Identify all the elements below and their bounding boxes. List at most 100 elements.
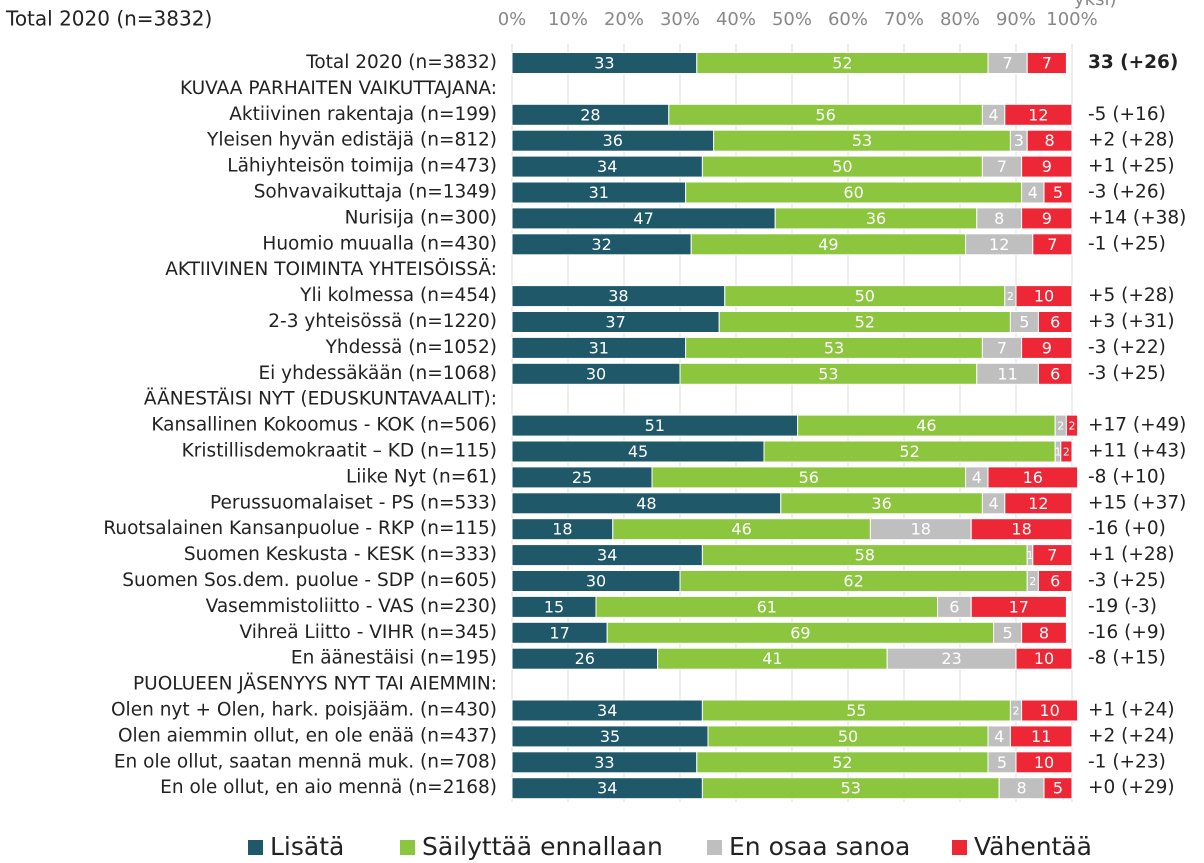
value-label: 3 [1014,131,1024,150]
value-label: 9 [1042,209,1052,228]
value-label: 37 [605,313,625,332]
bar-segment [1032,544,1073,567]
value-label: 17 [1009,597,1029,616]
value-label: 30 [586,572,606,591]
x-tick-label: 100% [1046,9,1097,30]
value-label: 5 [1019,313,1029,332]
value-label: 50 [832,157,852,176]
bar-segment [1037,362,1073,385]
value-label: 4 [989,494,999,513]
category-label: PUOLUEEN JÄSENYYS NYT TAI AIEMMIN: [133,674,497,695]
value-label: 15 [544,597,564,616]
value-label: 16 [1023,468,1043,487]
category-label: ÄÄNESTÄISI NYT (EDUSKUNTAVAALIT): [144,389,497,410]
category-label: Total 2020 (n=3832) [305,52,497,73]
value-label: 69 [790,623,810,642]
value-label: 10 [1034,753,1054,772]
bar-segment [970,595,1067,618]
x-tick-label: 60% [828,9,868,30]
value-label: 2 [1013,705,1020,718]
net-label: 33 (+26) [1088,52,1178,73]
legend-swatch [248,840,263,855]
value-label: 50 [838,727,858,746]
category-label: En ole ollut, saatan mennä muk. (n=708) [114,751,497,772]
value-label: 26 [575,649,595,668]
value-label: 61 [757,597,777,616]
value-label: 11 [1031,727,1051,746]
value-label: 53 [818,364,838,383]
chart-title: Total 2020 (n=3832) [5,7,212,31]
category-label: 2-3 yhteisössä (n=1220) [268,311,497,332]
value-label: 49 [818,235,838,254]
value-label: 35 [600,727,620,746]
category-label: En ole ollut, en aio mennä (n=2168) [160,777,497,798]
category-label: Liike Nyt (n=61) [346,466,497,487]
category-label: Huomio muualla (n=430) [262,233,497,254]
x-tick-label: 50% [772,9,812,30]
category-label: Vihreä Liitto - VIHR (n=345) [240,622,498,643]
value-label: 18 [1011,520,1031,539]
value-label: 32 [591,235,611,254]
value-label: 46 [916,416,936,435]
x-tick-label: 40% [716,9,756,30]
legend-label: Säilyttää ennallaan [422,832,663,861]
value-label: 50 [855,287,875,306]
net-label: +5 (+28) [1088,285,1175,306]
bar-segment [1021,621,1067,644]
value-label: 34 [597,779,617,798]
net-label: -3 (+25) [1088,363,1166,384]
category-label: Ruotsalainen Kansanpuolue - RKP (n=115) [103,518,497,539]
value-label: 9 [1042,338,1052,357]
net-label: -16 (+9) [1088,622,1166,643]
category-label: Kansallinen Kokoomus - KOK (n=506) [151,415,497,436]
net-label: +2 (+24) [1088,725,1175,746]
net-label: +2 (+28) [1088,130,1175,151]
value-label: 4 [989,105,999,124]
value-label: 1 [1055,446,1062,459]
value-label: 60 [843,183,863,202]
net-label: -19 (-3) [1088,596,1157,617]
bar-segment [1032,233,1073,256]
legend-label: Vähentää [974,832,1092,861]
net-label: -1 (+25) [1088,233,1166,254]
net-label: -16 (+0) [1088,518,1166,539]
legend-swatch [952,840,967,855]
value-label: 6 [1050,313,1060,332]
value-label: 5 [1053,779,1063,798]
value-label: 1 [1027,549,1034,562]
net-label: +1 (+28) [1088,544,1175,565]
category-label: Kristillisdemokraatit – KD (n=115) [182,441,497,462]
bar-segment [1021,207,1073,230]
net-label: -1 (+23) [1088,751,1166,772]
value-label: 18 [911,520,931,539]
value-label: 17 [549,623,569,642]
bar-segment [1021,699,1079,722]
value-label: 10 [1034,649,1054,668]
category-label: KUVAA PARHAITEN VAIKUTTAJANA: [180,78,497,99]
value-label: 30 [586,364,606,383]
category-label: Aktiivinen rakentaja (n=199) [229,104,497,125]
value-label: 4 [994,727,1004,746]
value-label: 52 [832,54,852,73]
category-label: Suomen Sos.dem. puolue - SDP (n=605) [122,570,497,591]
net-label: -5 (+16) [1088,104,1166,125]
value-label: 2 [1057,420,1064,433]
value-label: 2 [1069,420,1076,433]
x-tick-label: 20% [604,9,644,30]
x-tick-label: 0% [498,9,527,30]
category-label: Yli kolmessa (n=454) [299,285,497,306]
value-label: 31 [589,183,609,202]
value-label: 2 [1007,290,1014,303]
value-label: 2 [1029,575,1036,588]
bar-segment [1009,725,1073,748]
bar-segment [1043,181,1073,204]
bar-segment [1060,440,1073,463]
x-tick-label: 70% [884,9,924,30]
value-label: 7 [1042,54,1052,73]
legend-label: Lisätä [270,832,344,861]
value-label: 7 [1047,235,1057,254]
x-tick-label: 80% [940,9,980,30]
bar-segment [1043,777,1073,800]
value-label: 7 [997,338,1007,357]
